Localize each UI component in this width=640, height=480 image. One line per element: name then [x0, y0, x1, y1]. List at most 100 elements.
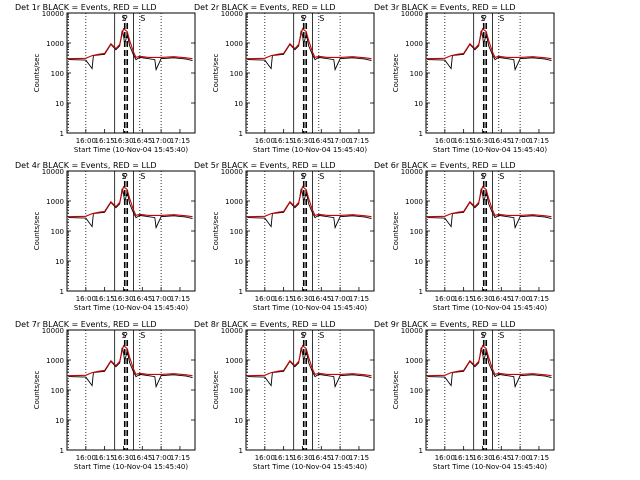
y-tick-label: 10000 — [221, 10, 243, 18]
top-symbol: S — [140, 331, 145, 340]
x-tick-label: 16:00 — [255, 137, 275, 145]
y-tick-label: 100 — [230, 70, 243, 78]
x-tick-label: 17:00 — [151, 137, 171, 145]
x-tick-label: 16:45 — [132, 454, 152, 462]
x-tick-label: 16:45 — [491, 454, 511, 462]
top-symbol: S — [121, 172, 126, 181]
y-tick-label: 1 — [419, 288, 423, 296]
y-axis-label: Counts/sec — [212, 54, 220, 93]
y-axis-label: Counts/sec — [392, 371, 400, 410]
y-tick-label: 100 — [51, 228, 64, 236]
series-line-events — [427, 30, 552, 72]
x-tick-label: 16:30 — [472, 454, 492, 462]
series-line-lld — [427, 27, 552, 60]
x-tick-label: 17:15 — [170, 295, 190, 303]
top-symbol: S — [480, 331, 485, 340]
y-tick-label: 1000 — [405, 40, 423, 48]
panel-title: Det 6r BLACK = Events, RED = LLD — [374, 161, 516, 170]
x-tick-label: 16:00 — [255, 295, 275, 303]
x-tick-label: 16:45 — [491, 295, 511, 303]
series-line-events — [68, 347, 193, 389]
y-tick-label: 10000 — [42, 10, 64, 18]
top-symbol: S — [499, 172, 504, 181]
top-symbol: S — [300, 331, 305, 340]
y-tick-label: 1000 — [46, 357, 64, 365]
x-tick-label: 17:00 — [330, 295, 350, 303]
top-symbol: S — [300, 14, 305, 23]
panel-title: Det 4r BLACK = Events, RED = LLD — [15, 161, 157, 170]
x-tick-label: 16:30 — [472, 295, 492, 303]
y-tick-label: 1 — [239, 130, 243, 138]
x-tick-label: 16:00 — [435, 137, 455, 145]
x-tick-label: 16:00 — [435, 295, 455, 303]
y-tick-label: 10 — [414, 100, 423, 108]
top-symbol: S — [499, 14, 504, 23]
y-tick-label: 10 — [55, 417, 64, 425]
y-axis-label: Counts/sec — [212, 212, 220, 251]
x-tick-label: 17:15 — [170, 137, 190, 145]
x-axis-label: Start Time (10-Nov-04 15:45:40) — [253, 304, 367, 312]
top-symbol: P — [302, 172, 307, 181]
y-tick-label: 100 — [230, 387, 243, 395]
y-axis-label: Counts/sec — [33, 371, 41, 410]
y-tick-label: 10 — [55, 258, 64, 266]
y-tick-label: 1 — [239, 288, 243, 296]
x-axis-label: Start Time (10-Nov-04 15:45:40) — [74, 463, 188, 471]
series-line-events — [427, 347, 552, 389]
x-tick-label: 16:15 — [454, 454, 474, 462]
x-tick-label: 17:15 — [529, 454, 549, 462]
y-tick-label: 10 — [234, 100, 243, 108]
x-axis-label: Start Time (10-Nov-04 15:45:40) — [74, 304, 188, 312]
y-tick-label: 100 — [230, 228, 243, 236]
x-tick-label: 17:15 — [349, 454, 369, 462]
top-symbol: S — [319, 331, 324, 340]
series-line-lld — [427, 344, 552, 377]
series-line-events — [68, 188, 193, 230]
series-line-events — [247, 347, 372, 389]
x-tick-label: 17:00 — [151, 295, 171, 303]
y-axis-label: Counts/sec — [392, 212, 400, 251]
top-symbol: S — [499, 331, 504, 340]
x-tick-label: 16:45 — [132, 137, 152, 145]
y-tick-label: 1000 — [405, 357, 423, 365]
top-symbol: S — [319, 14, 324, 23]
top-symbol: P — [302, 14, 307, 23]
top-symbol: S — [121, 14, 126, 23]
y-tick-label: 1 — [239, 447, 243, 455]
y-tick-label: 1000 — [405, 198, 423, 206]
x-tick-label: 16:45 — [491, 137, 511, 145]
y-tick-label: 10 — [234, 258, 243, 266]
top-symbol: S — [319, 172, 324, 181]
x-tick-label: 16:45 — [311, 137, 331, 145]
y-tick-label: 1 — [60, 447, 64, 455]
y-tick-label: 1000 — [46, 198, 64, 206]
y-tick-label: 100 — [410, 387, 423, 395]
y-tick-label: 1 — [419, 447, 423, 455]
x-tick-label: 16:30 — [292, 295, 312, 303]
x-tick-label: 16:45 — [311, 295, 331, 303]
panel-title: Det 9r BLACK = Events, RED = LLD — [374, 320, 516, 329]
top-symbol: P — [123, 172, 128, 181]
x-tick-label: 16:15 — [274, 137, 294, 145]
top-symbol: P — [302, 331, 307, 340]
y-tick-label: 1 — [60, 288, 64, 296]
x-tick-label: 17:15 — [529, 137, 549, 145]
top-symbol: P — [123, 331, 128, 340]
y-tick-label: 1000 — [225, 40, 243, 48]
y-tick-label: 1000 — [46, 40, 64, 48]
panel-title: Det 8r BLACK = Events, RED = LLD — [194, 320, 336, 329]
x-tick-label: 16:30 — [113, 137, 133, 145]
series-line-events — [68, 30, 193, 72]
y-axis-label: Counts/sec — [212, 371, 220, 410]
top-symbol: S — [121, 331, 126, 340]
x-tick-label: 17:15 — [349, 137, 369, 145]
panel-title: Det 1r BLACK = Events, RED = LLD — [15, 3, 157, 12]
y-tick-label: 10 — [234, 417, 243, 425]
y-tick-label: 10000 — [221, 168, 243, 176]
y-tick-label: 10000 — [401, 10, 423, 18]
x-tick-label: 16:15 — [454, 137, 474, 145]
